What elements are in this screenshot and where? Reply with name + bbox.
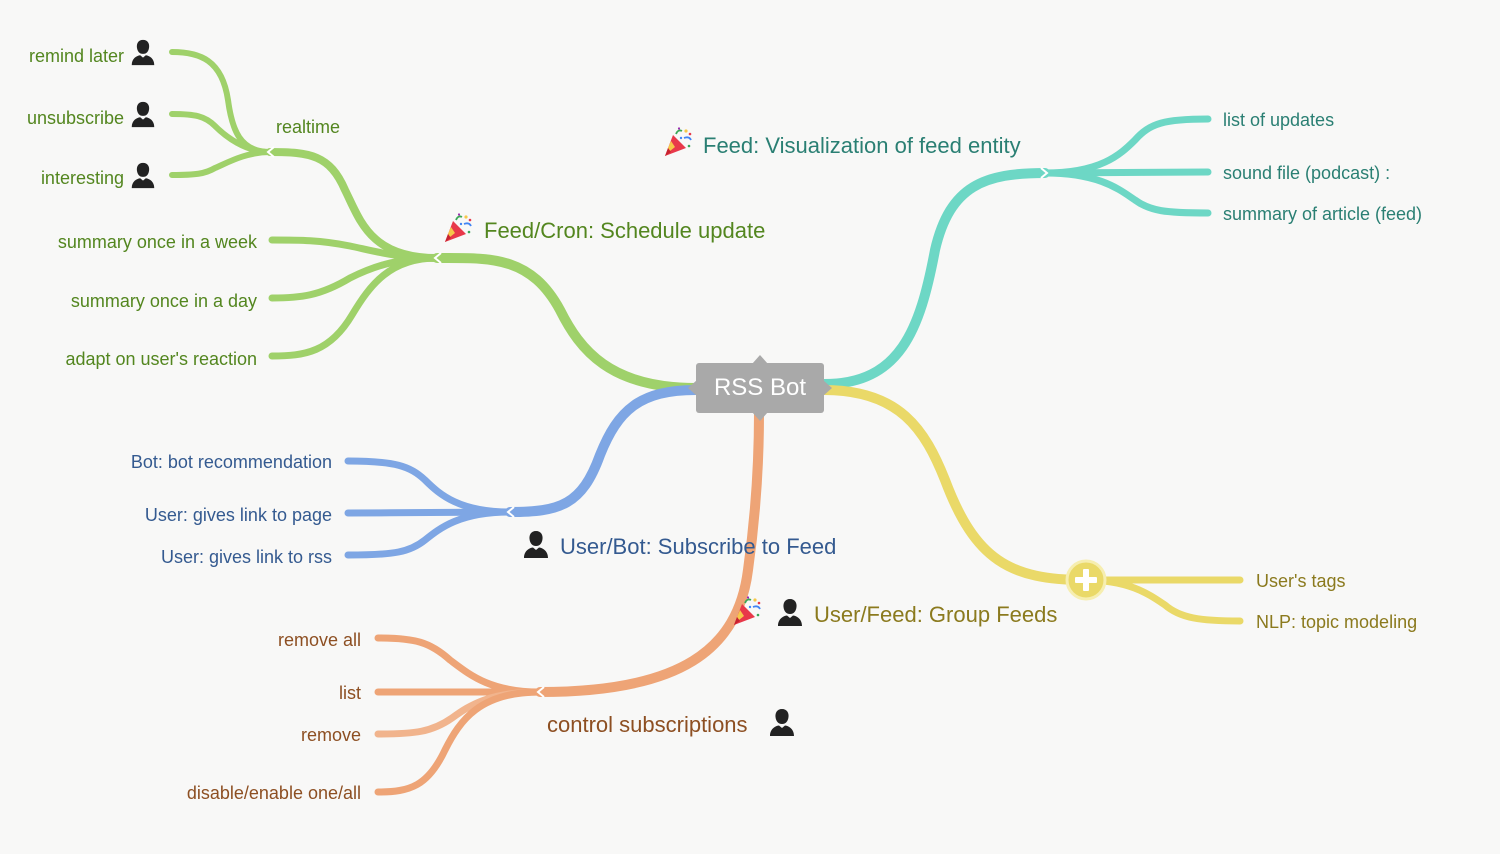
- root-node[interactable]: RSS Bot: [696, 363, 824, 413]
- edge-root-subscribe: [505, 385, 701, 517]
- connector-schedule: [433, 252, 442, 264]
- edge-root-schedule: [432, 252, 701, 393]
- user-silhouette-icon: [128, 99, 158, 129]
- node-list-updates[interactable]: list of updates: [1223, 110, 1335, 130]
- edge-realtime-remind: [169, 49, 273, 155]
- root-arrow-bottom: [752, 412, 768, 421]
- connector-subscribe: [506, 506, 515, 518]
- node-visualization[interactable]: Feed: Visualization of feed entity: [703, 133, 1021, 158]
- node-schedule[interactable]: Feed/Cron: Schedule update: [484, 218, 766, 243]
- user-silhouette-icon: [520, 528, 552, 560]
- node-sound-file[interactable]: sound file (podcast) :: [1223, 163, 1391, 183]
- party-popper-icon: [731, 595, 763, 627]
- edge-sub-rss: [344, 508, 514, 559]
- node-remove-all[interactable]: remove all: [277, 630, 361, 650]
- edge-root-group: [819, 385, 1090, 585]
- node-unsubscribe[interactable]: unsubscribe: [26, 108, 124, 128]
- node-summary-day[interactable]: summary once in a day: [70, 291, 257, 311]
- edge-schedule-realtime: [266, 148, 441, 262]
- plus-circle-icon[interactable]: [1065, 559, 1107, 601]
- node-link-page[interactable]: User: gives link to page: [144, 505, 332, 525]
- edge-vis-list: [1041, 115, 1212, 177]
- node-interesting[interactable]: interesting: [40, 168, 124, 188]
- node-group-feeds[interactable]: User/Feed: Group Feeds: [814, 602, 1058, 627]
- root-label: RSS Bot: [713, 374, 807, 401]
- connector-visualization: [1040, 167, 1049, 179]
- node-bot-recommendation[interactable]: Bot: bot recommendation: [130, 452, 332, 472]
- edge-sub-bot: [344, 457, 514, 516]
- party-popper-icon: [442, 212, 474, 244]
- edge-root-visualization: [819, 168, 1050, 389]
- node-link-rss[interactable]: User: gives link to rss: [160, 547, 332, 567]
- node-nlp-topic[interactable]: NLP: topic modeling: [1256, 612, 1418, 632]
- connector-realtime: [266, 146, 275, 158]
- node-realtime[interactable]: realtime: [276, 117, 341, 137]
- edge-schedule-week: [268, 236, 441, 262]
- user-silhouette-icon: [774, 596, 806, 628]
- edge-vis-summary: [1041, 169, 1212, 217]
- node-list[interactable]: list: [339, 683, 361, 703]
- user-silhouette-icon: [766, 706, 798, 738]
- node-adapt-reaction[interactable]: adapt on user's reaction: [65, 349, 257, 369]
- node-remove[interactable]: remove: [300, 725, 361, 745]
- node-summary-week[interactable]: summary once in a week: [57, 232, 257, 252]
- connector-control: [536, 686, 545, 698]
- edge-realtime-unsubscribe: [169, 111, 273, 155]
- user-silhouette-icon: [128, 37, 158, 67]
- node-summary-article[interactable]: summary of article (feed): [1223, 204, 1423, 224]
- edge-group-nlp: [1081, 576, 1244, 625]
- node-user-tags[interactable]: User's tags: [1256, 571, 1346, 591]
- party-popper-icon: [662, 126, 694, 158]
- edge-schedule-adapt: [268, 254, 441, 360]
- node-control-subscriptions[interactable]: control subscriptions: [547, 712, 748, 737]
- edge-ctrl-removeall: [374, 634, 544, 696]
- root-arrow-right: [823, 380, 832, 396]
- node-subscribe[interactable]: User/Bot: Subscribe to Feed: [560, 534, 837, 559]
- edge-realtime-interesting: [169, 149, 273, 178]
- node-remind-later[interactable]: remind later: [28, 46, 124, 66]
- root-arrow-left: [688, 380, 697, 396]
- root-arrow-top: [752, 355, 768, 364]
- user-silhouette-icon: [128, 160, 158, 190]
- edge-ctrl-disable: [374, 688, 544, 796]
- node-disable-enable[interactable]: disable/enable one/all: [186, 783, 361, 803]
- edge-root-control: [535, 408, 764, 697]
